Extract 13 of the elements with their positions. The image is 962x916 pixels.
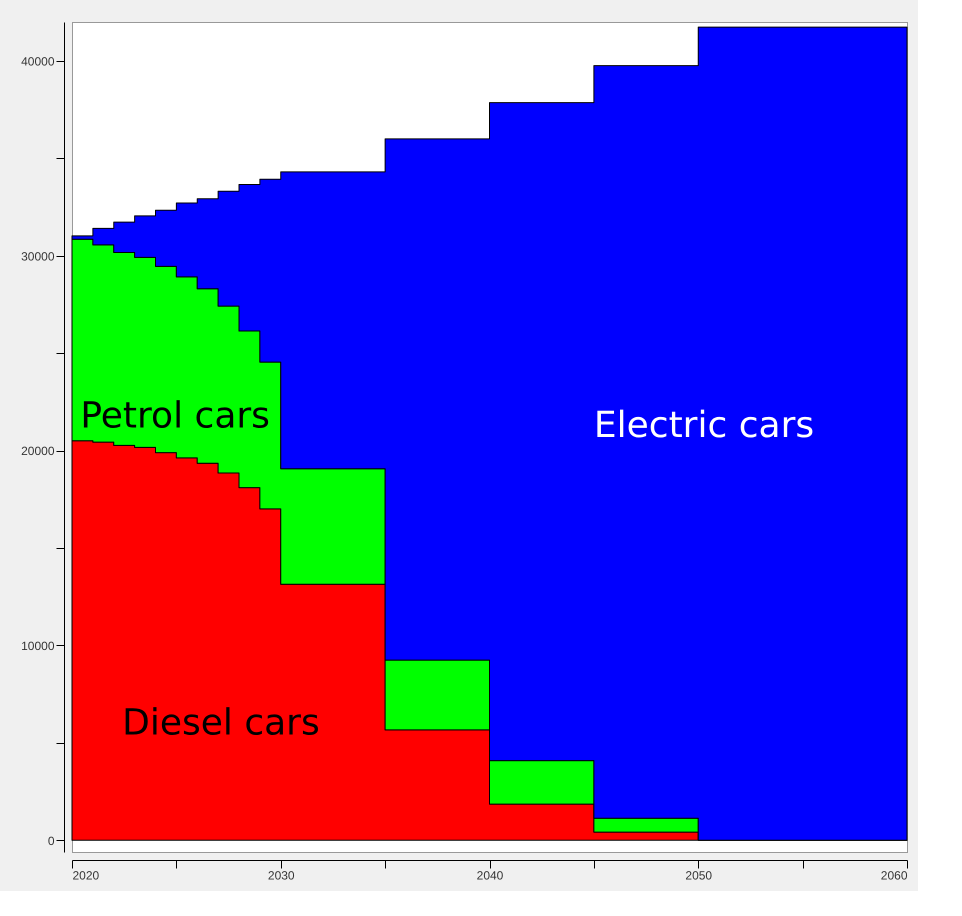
y-tick-label: 30000 bbox=[21, 249, 55, 264]
x-tick-label: 2030 bbox=[268, 868, 295, 882]
x-tick-label: 2020 bbox=[72, 868, 100, 882]
y-tick-label: 0 bbox=[48, 834, 55, 848]
y-tick-label: 40000 bbox=[21, 54, 55, 68]
y-tick-label: 10000 bbox=[21, 638, 55, 653]
x-tick-label: 2040 bbox=[476, 868, 504, 882]
series-label: Petrol cars bbox=[80, 395, 270, 436]
series-label: Diesel cars bbox=[122, 702, 320, 744]
x-tick-label: 2050 bbox=[685, 868, 712, 882]
x-tick-label: 2060 bbox=[880, 868, 908, 882]
series-label: Electric cars bbox=[594, 405, 814, 446]
y-tick-label: 20000 bbox=[21, 444, 55, 458]
